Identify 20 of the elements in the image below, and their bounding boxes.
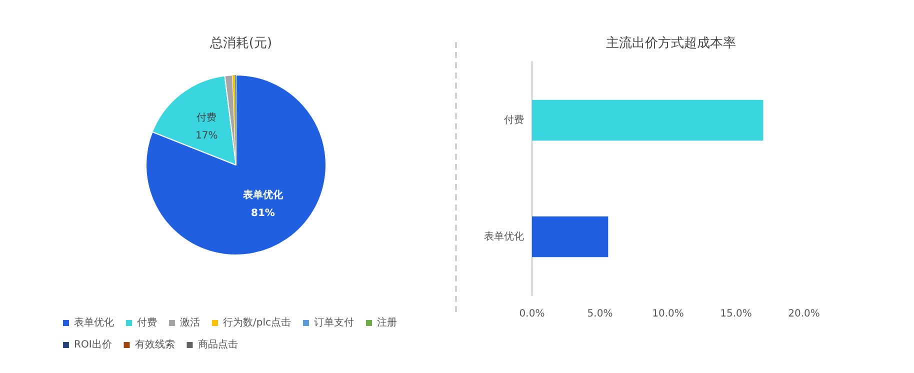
chart-title: 总消耗(元) (208, 36, 272, 51)
legend-label: 表单优化 (74, 316, 114, 328)
chart-title: 主流出价方式超成本率 (606, 35, 736, 51)
x-tick-label: 10.0% (652, 308, 684, 320)
x-tick-label: 5.0% (587, 308, 613, 320)
legend-label: 激活 (180, 316, 200, 328)
legend-label: 商品点击 (198, 338, 238, 350)
x-tick-label: 0.0% (519, 308, 545, 320)
slice-label: 表单优化 (242, 189, 284, 202)
legend-label: 注册 (376, 316, 397, 328)
data-label: 81% (251, 208, 275, 220)
legend-label: 付费 (137, 316, 157, 328)
legend-label: 有效线索 (134, 338, 175, 350)
data-label: 17% (195, 130, 218, 142)
slice-label: 付费 (196, 112, 217, 124)
legend-label: 行为数/plc点击 (223, 316, 291, 328)
x-tick-label: 20.0% (788, 308, 820, 320)
legend-label: 订单支付 (314, 316, 354, 328)
x-tick-label: 15.0% (720, 308, 752, 320)
legend-label: ROI出价 (74, 338, 112, 350)
